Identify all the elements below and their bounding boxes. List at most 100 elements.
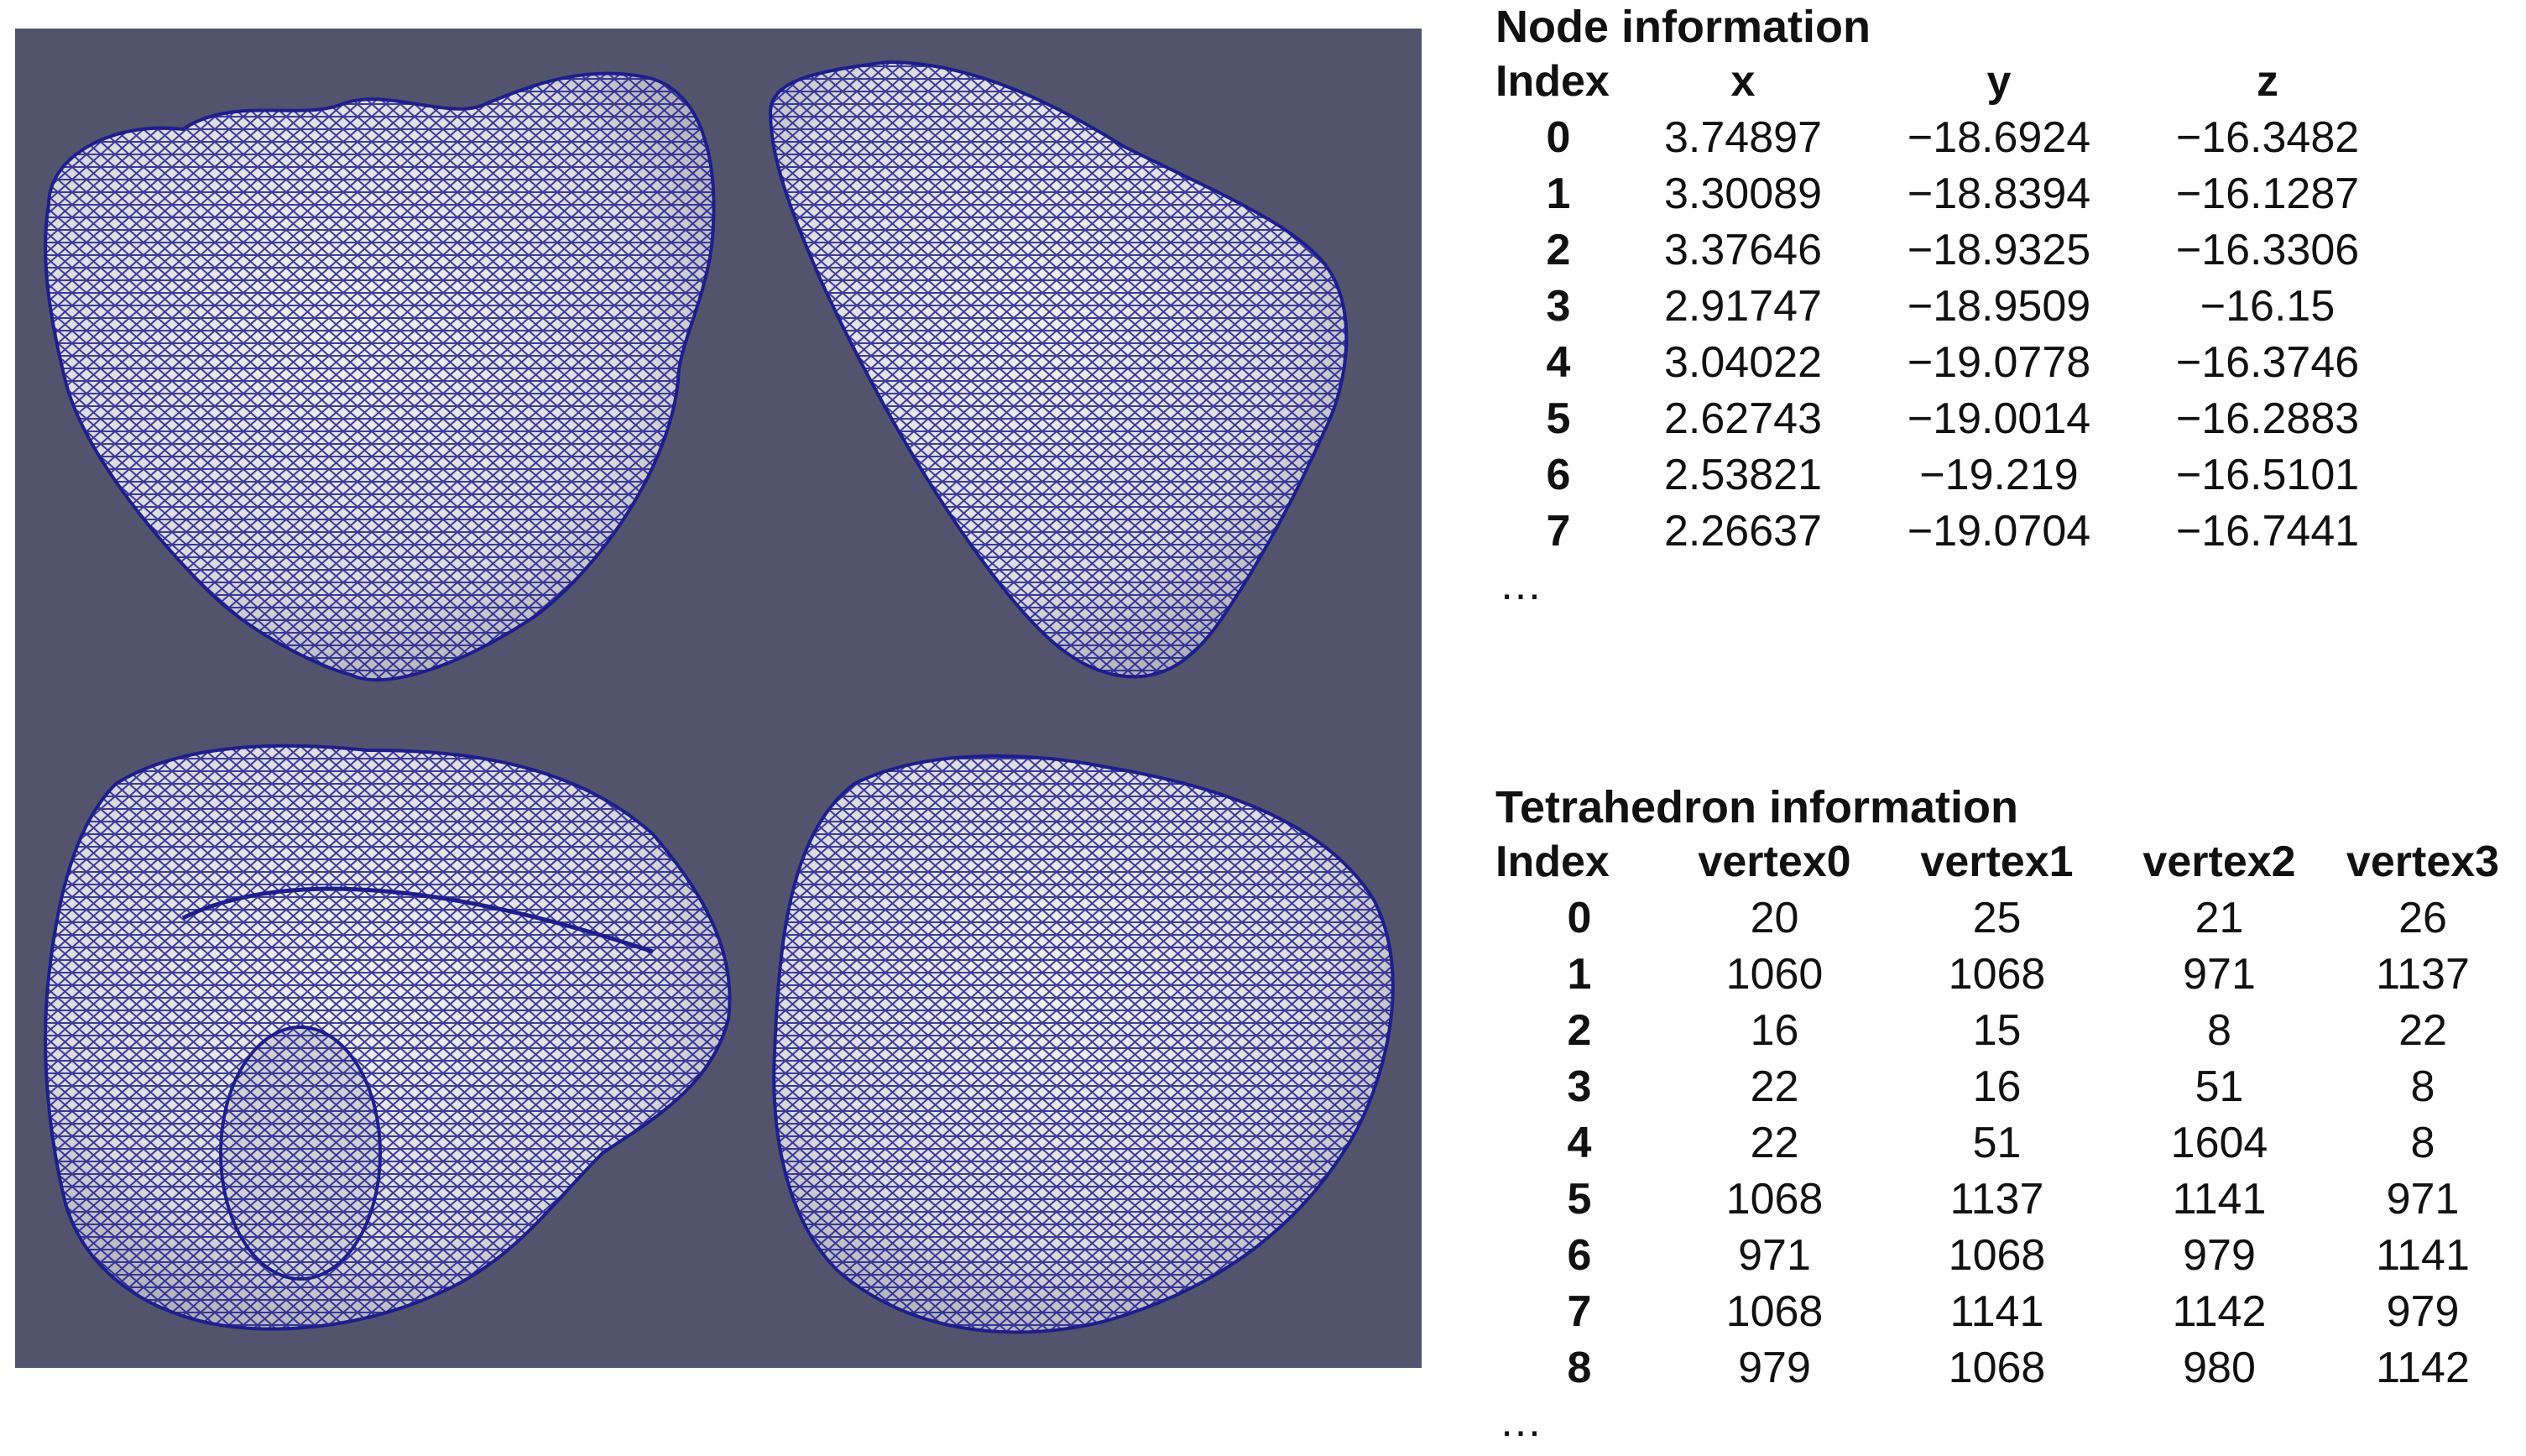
node-coordinate-cell: −18.6924 xyxy=(1907,113,2091,162)
tetra-vertex-cell: 8 xyxy=(2207,1006,2231,1055)
tetra-vertex-cell: 1060 xyxy=(1725,950,1824,999)
tetra-vertex-cell: 971 xyxy=(2386,1175,2460,1224)
tetra-row-index: 0 xyxy=(1567,894,1592,942)
tetra-vertex-cell: 16 xyxy=(1750,1006,1799,1055)
tetra-vertex-cell: 1068 xyxy=(1725,1175,1824,1224)
node-header-index: Index xyxy=(1495,57,1610,106)
node-coordinate-cell: 2.62743 xyxy=(1664,394,1822,443)
node-row: 0 3.74897 −18.6924 −16.3482 xyxy=(1495,110,2402,166)
tetra-vertex-cell: 1137 xyxy=(2376,950,2470,999)
node-coordinate-cell: 2.53821 xyxy=(1664,451,1822,499)
tetra-vertex-cell: 1142 xyxy=(2376,1344,2470,1392)
heart-front-view xyxy=(44,71,716,682)
tetra-row: 2 16 15 8 22 xyxy=(1495,1003,2515,1059)
tetra-row: 4 22 51 1604 8 xyxy=(1495,1115,2515,1172)
node-coordinate-cell: −16.5101 xyxy=(2175,451,2360,499)
node-table: Index x y z 0 3.74897 −18.6924 −16.3482 1 3.3… xyxy=(1495,54,2402,560)
tetra-vertex-cell: 1068 xyxy=(1948,1344,2046,1392)
node-row: 3 2.91747 −18.9509 −16.15 xyxy=(1495,279,2402,335)
heart-side-view xyxy=(768,60,1349,679)
node-ellipsis: … xyxy=(1499,561,1542,609)
tetra-vertex-cell: 21 xyxy=(2195,894,2244,942)
node-row: 2 3.37646 −18.9325 −16.3306 xyxy=(1495,222,2402,279)
tetra-row: 1 1060 1068 971 1137 xyxy=(1495,947,2515,1003)
tetra-vertex-cell: 8 xyxy=(2410,1119,2435,1167)
node-coordinate-cell: −16.7441 xyxy=(2175,507,2360,556)
tetrahedron-information-title: Tetrahedron information xyxy=(1495,782,2019,832)
node-coordinate-cell: −19.0704 xyxy=(1907,507,2091,556)
node-row: 7 2.26637 −19.0704 −16.7441 xyxy=(1495,504,2402,560)
tetra-row-index: 7 xyxy=(1567,1287,1592,1336)
node-coordinate-cell: −16.3482 xyxy=(2175,113,2360,162)
tetra-vertex-cell: 979 xyxy=(1738,1344,1811,1392)
tetra-vertex-cell: 1141 xyxy=(2376,1231,2470,1280)
node-coordinate-cell: −16.3746 xyxy=(2175,338,2360,387)
node-header-x: x xyxy=(1730,57,1756,106)
node-coordinate-cell: 3.37646 xyxy=(1664,226,1822,274)
node-coordinate-cell: −18.9325 xyxy=(1907,226,2091,274)
tetra-vertex-cell: 8 xyxy=(2410,1062,2435,1111)
tetra-row: 0 20 25 21 26 xyxy=(1495,890,2515,947)
tetra-header-index: Index xyxy=(1495,838,1610,886)
node-header-z: z xyxy=(2257,57,2278,106)
tetrahedron-table-body: 0 20 25 21 26 1 1060 1068 971 1137 2 16 15 8 22 3 22 16 51… xyxy=(1495,890,2515,1396)
node-row: 4 3.04022 −19.0778 −16.3746 xyxy=(1495,335,2402,391)
heart-apex-view xyxy=(772,754,1395,1334)
node-coordinate-cell: −16.15 xyxy=(2200,282,2336,331)
node-coordinate-cell: −16.1287 xyxy=(2175,170,2360,218)
node-row: 6 2.53821 −19.219 −16.5101 xyxy=(1495,447,2402,504)
node-table-body: 0 3.74897 −18.6924 −16.3482 1 3.30089 −18.8394… xyxy=(1495,110,2402,560)
node-row-index: 5 xyxy=(1546,394,1571,443)
mesh-canvas xyxy=(44,60,1395,1334)
tetra-row-index: 3 xyxy=(1567,1062,1592,1111)
node-coordinate-cell: 3.30089 xyxy=(1664,170,1822,218)
tetra-header-vertex1: vertex1 xyxy=(1920,838,2074,886)
tetra-row: 8 979 1068 980 1142 xyxy=(1495,1340,2515,1396)
tetra-vertex-cell: 16 xyxy=(1972,1062,2022,1111)
tetra-header-vertex2: vertex2 xyxy=(2142,838,2296,886)
tetra-vertex-cell: 1141 xyxy=(2172,1175,2267,1224)
node-row-index: 2 xyxy=(1546,226,1571,274)
node-row-index: 0 xyxy=(1546,113,1571,162)
tetra-vertex-cell: 22 xyxy=(1750,1062,1799,1111)
tetra-vertex-cell: 1141 xyxy=(1949,1287,2044,1336)
tetrahedron-table: Index vertex0 vertex1 vertex2 vertex3 0 2… xyxy=(1495,834,2515,1396)
tetra-row-index: 8 xyxy=(1567,1344,1592,1392)
tetra-vertex-cell: 979 xyxy=(2386,1287,2460,1336)
node-coordinate-cell: −16.3306 xyxy=(2175,226,2360,274)
node-row-index: 6 xyxy=(1546,451,1571,499)
tetra-row-index: 6 xyxy=(1567,1231,1592,1280)
heart-base-view xyxy=(44,744,732,1331)
tetra-vertex-cell: 971 xyxy=(2183,950,2256,999)
tetra-vertex-cell: 1142 xyxy=(2172,1287,2267,1336)
tetra-vertex-cell: 15 xyxy=(1972,1006,2022,1055)
tetra-vertex-cell: 980 xyxy=(2183,1344,2256,1392)
node-row-index: 4 xyxy=(1546,338,1571,387)
tetra-row-index: 5 xyxy=(1567,1175,1592,1224)
tetra-vertex-cell: 1137 xyxy=(1949,1175,2044,1224)
tetra-row-index: 2 xyxy=(1567,1006,1592,1055)
tetra-vertex-cell: 26 xyxy=(2398,894,2447,942)
tetra-vertex-cell: 979 xyxy=(2183,1231,2256,1280)
node-coordinate-cell: 3.74897 xyxy=(1664,113,1822,162)
tetra-row-index: 1 xyxy=(1567,950,1592,999)
node-header-y: y xyxy=(1986,57,2012,106)
tetra-row: 5 1068 1137 1141 971 xyxy=(1495,1172,2515,1228)
node-coordinate-cell: 2.26637 xyxy=(1664,507,1822,556)
tetra-vertex-cell: 22 xyxy=(2398,1006,2447,1055)
tetra-header-vertex0: vertex0 xyxy=(1698,838,1851,886)
node-table-header: Index x y z xyxy=(1495,54,2402,110)
node-row-index: 7 xyxy=(1546,507,1571,556)
node-row: 5 2.62743 −19.0014 −16.2883 xyxy=(1495,391,2402,447)
tetra-vertex-cell: 1068 xyxy=(1725,1287,1824,1336)
tetrahedron-table-header: Index vertex0 vertex1 vertex2 vertex3 xyxy=(1495,834,2515,890)
node-coordinate-cell: −19.0014 xyxy=(1907,394,2091,443)
tetra-vertex-cell: 51 xyxy=(1972,1119,2022,1167)
tetra-row: 7 1068 1141 1142 979 xyxy=(1495,1284,2515,1340)
node-row-index: 3 xyxy=(1546,282,1571,331)
node-coordinate-cell: −18.9509 xyxy=(1907,282,2091,331)
tetra-ellipsis: … xyxy=(1499,1397,1542,1446)
node-coordinate-cell: −18.8394 xyxy=(1907,170,2091,218)
node-information-title: Node information xyxy=(1495,2,1871,52)
node-coordinate-cell: −19.219 xyxy=(1919,451,2079,499)
